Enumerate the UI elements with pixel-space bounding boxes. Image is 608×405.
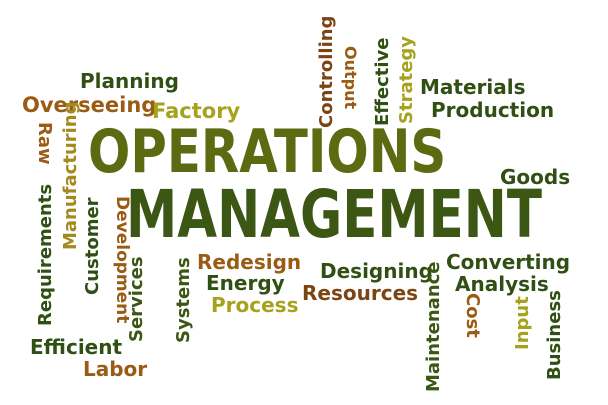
word-energy: Energy xyxy=(206,271,285,295)
word-output: Output xyxy=(341,46,360,110)
word-designing: Designing xyxy=(320,259,433,283)
word-materials: Materials xyxy=(420,75,526,99)
word-raw: Raw xyxy=(34,122,55,165)
word-efficient: Efficient xyxy=(30,335,123,359)
word-services: Services xyxy=(126,256,147,342)
word-business: Business xyxy=(544,290,565,380)
word-overseeing: Overseeing xyxy=(22,93,157,117)
word-management: MANAGEMENT xyxy=(126,176,543,253)
word-resources: Resources xyxy=(302,281,419,305)
word-systems: Systems xyxy=(173,257,194,343)
word-redesign: Redesign xyxy=(197,250,302,274)
word-goods: Goods xyxy=(500,165,571,189)
word-labor: Labor xyxy=(83,357,148,381)
word-manufacturing: Manufacturing xyxy=(60,101,81,251)
word-production: Production xyxy=(431,98,555,122)
word-factory: Factory xyxy=(152,99,241,123)
word-cost: Cost xyxy=(462,293,483,338)
word-input: Input xyxy=(512,296,533,350)
word-controlling: Controlling xyxy=(316,15,337,128)
word-effective: Effective xyxy=(372,37,393,126)
word-requirements: Requirements xyxy=(35,183,56,326)
word-planning: Planning xyxy=(80,69,179,93)
word-customer: Customer xyxy=(82,197,103,295)
word-converting: Converting xyxy=(446,250,571,274)
word-analysis: Analysis xyxy=(455,272,549,296)
word-process: Process xyxy=(211,293,299,317)
word-maintenance: Maintenance xyxy=(423,261,444,392)
word-strategy: Strategy xyxy=(396,35,417,124)
word-operations: OPERATIONS xyxy=(88,117,447,187)
